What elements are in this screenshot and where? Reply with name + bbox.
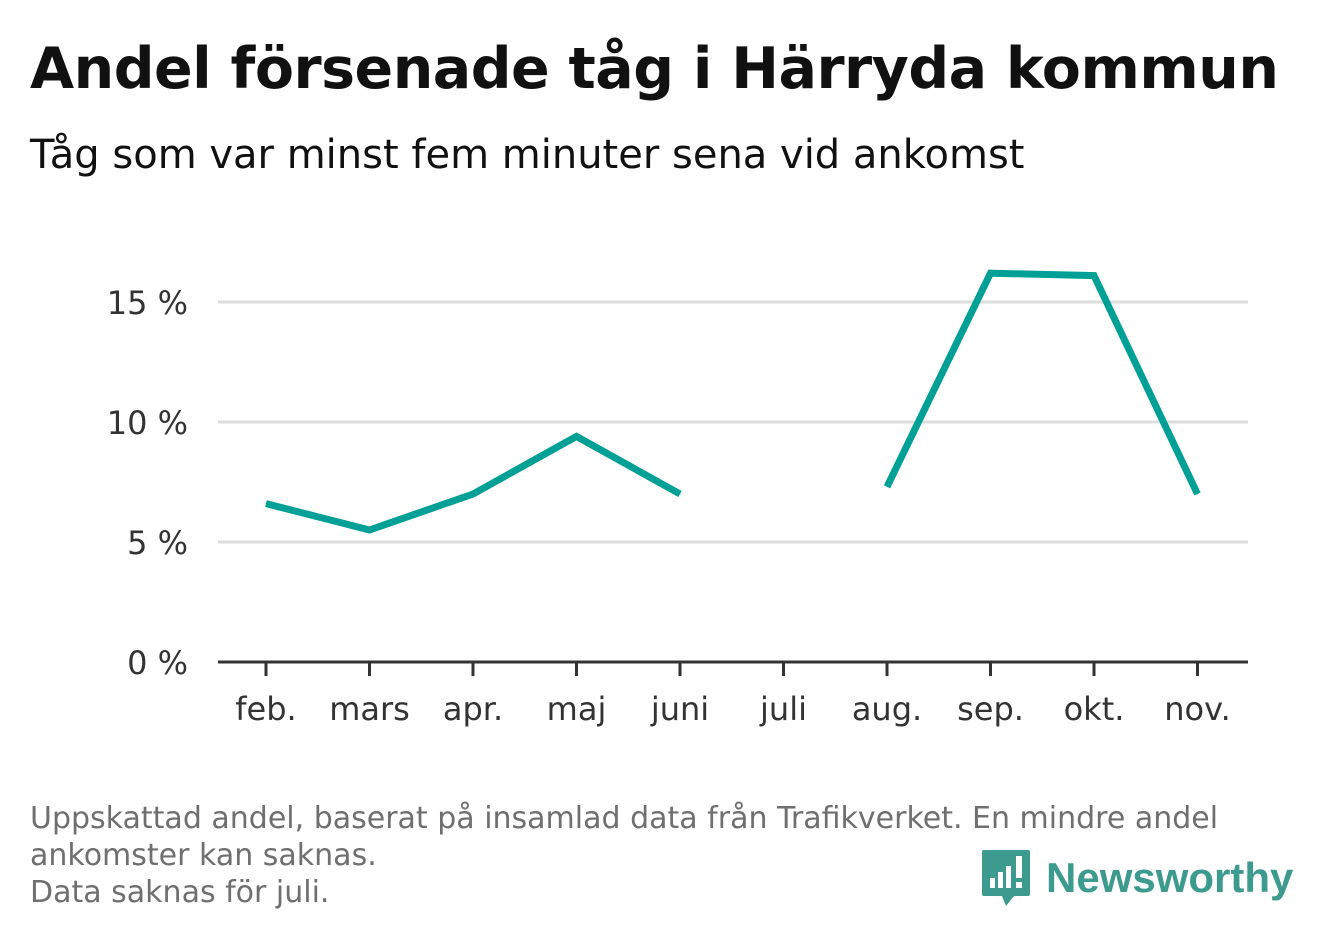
line-chart: 0 % 5 % 10 % 15 % feb. mars apr. maj juni juli aug…: [107, 269, 1248, 728]
data-point-okt: [1093, 275, 1095, 277]
x-tick-label: mars: [329, 690, 410, 728]
series-line-segment-1: [265, 432, 682, 534]
footnote-line-1: Uppskattad andel, baserat på insamlad da…: [30, 801, 1219, 836]
footnote: Uppskattad andel, baserat på insamlad da…: [30, 800, 1280, 911]
x-tick-label: feb.: [235, 690, 296, 728]
data-point-feb: [265, 503, 267, 505]
newsworthy-logo-icon: [982, 850, 1030, 906]
x-tick-label: juni: [650, 690, 709, 728]
y-tick-label: 5 %: [127, 524, 188, 562]
data-point-apr: [472, 493, 474, 495]
footnote-line-2: ankomster kan saknas.: [30, 838, 377, 873]
y-tick-label: 10 %: [107, 404, 188, 442]
brand-name: Newsworthy: [1046, 854, 1294, 901]
data-point-sep: [990, 272, 991, 274]
footnote-line-3: Data saknas för juli.: [30, 875, 330, 910]
chart-subtitle: Tåg som var minst fem minuter sena vid a…: [30, 132, 1025, 178]
data-point-mars: [369, 529, 370, 531]
y-tick-label: 0 %: [127, 644, 188, 682]
x-tick-label: aug.: [852, 690, 922, 728]
x-tick-label: apr.: [443, 690, 503, 728]
chart-title: Andel försenade tåg i Härryda kommun: [30, 36, 1279, 102]
x-tick-label: nov.: [1164, 690, 1230, 728]
data-point-nov: [1197, 493, 1198, 495]
x-tick-label: okt.: [1064, 690, 1125, 728]
series-line-segment-2: [883, 269, 1201, 496]
x-tick-label: juli: [759, 690, 807, 728]
data-point-juni: [679, 493, 681, 495]
data-point-aug: [886, 486, 888, 488]
newsworthy-brand: Newsworthy: [980, 848, 1293, 908]
y-tick-label: 15 %: [107, 284, 188, 322]
x-tick-label: maj: [547, 690, 607, 728]
x-tick-label: sep.: [957, 690, 1024, 728]
data-point-maj: [576, 435, 577, 437]
